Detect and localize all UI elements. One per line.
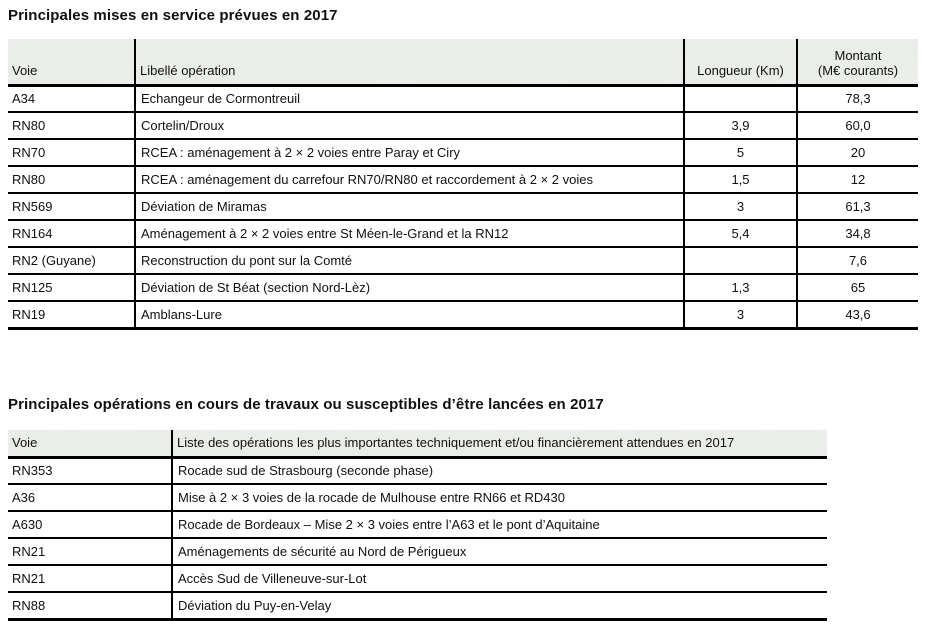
cell-libelle: Echangeur de Cormontreuil	[134, 85, 684, 112]
cell-voie: RN353	[12, 463, 53, 479]
cell-libelle: RCEA : aménagement à 2 × 2 voies entre P…	[134, 139, 684, 166]
cell-voie: RN21	[12, 544, 46, 559]
cell-longueur: 5,4	[683, 220, 797, 247]
cell-libelle: Rocade de Bordeaux – Mise 2 × 3 voies en…	[171, 511, 827, 538]
cell-voie: RN2 (Guyane)	[12, 253, 96, 268]
cell-voie: A36	[12, 490, 36, 505]
cell-montant: 78,3	[796, 85, 918, 112]
cell-libelle: Aménagements de sécurité au Nord de Péri…	[171, 538, 827, 565]
cell-libelle: Rocade sud de Strasbourg (seconde phase)	[171, 457, 827, 484]
table1-row: RN80 RCEA : aménagement du carrefour RN7…	[8, 166, 918, 193]
section1-title: Principales mises en service prévues en …	[8, 7, 338, 24]
montant-header-line2: (M€ courants)	[817, 62, 899, 78]
section2-title: Principales opérations en cours de trava…	[8, 396, 604, 413]
table1-row: A34 Echangeur de Cormontreuil 78,3	[8, 85, 918, 112]
table1-header-row: Voie Libellé opération Longueur (Km) Mon…	[8, 39, 918, 87]
mises-en-service-table: Voie Libellé opération Longueur (Km) Mon…	[8, 39, 918, 330]
table1-header-montant: Montant (M€ courants)	[796, 39, 918, 87]
cell-voie: RN164	[12, 226, 53, 241]
table1-row: RN70 RCEA : aménagement à 2 × 2 voies en…	[8, 139, 918, 166]
cell-libelle: Déviation de St Béat (section Nord-Lèz)	[134, 274, 684, 301]
table2-header-voie: Voie	[8, 430, 172, 459]
cell-montant: 7,6	[796, 247, 918, 274]
cell-voie: RN19	[12, 306, 46, 322]
cell-voie: RN70	[12, 145, 46, 160]
cell-longueur: 1,5	[683, 166, 797, 193]
table1-row: RN2 (Guyane) Reconstruction du pont sur …	[8, 247, 918, 274]
cell-longueur: 5	[683, 139, 797, 166]
table2-row: A630 Rocade de Bordeaux – Mise 2 × 3 voi…	[8, 511, 827, 538]
cell-libelle: Déviation du Puy-en-Velay	[171, 592, 827, 619]
table2-header-row: Voie Liste des opérations les plus impor…	[8, 430, 827, 459]
table2-row: RN21 Aménagements de sécurité au Nord de…	[8, 538, 827, 565]
table1-header-voie: Voie	[8, 39, 135, 87]
table1-row: RN164 Aménagement à 2 × 2 voies entre St…	[8, 220, 918, 247]
cell-longueur: 1,3	[683, 274, 797, 301]
cell-libelle: Déviation de Miramas	[134, 193, 684, 220]
cell-libelle: Cortelin/Droux	[134, 112, 684, 139]
cell-longueur: 3	[683, 301, 797, 328]
cell-libelle: Accès Sud de Villeneuve-sur-Lot	[171, 565, 827, 592]
cell-libelle: Reconstruction du pont sur la Comté	[134, 247, 684, 274]
cell-voie: RN125	[12, 280, 53, 295]
table2-row: RN21 Accès Sud de Villeneuve-sur-Lot	[8, 565, 827, 592]
cell-voie: A630	[12, 517, 43, 532]
cell-libelle: RCEA : aménagement du carrefour RN70/RN8…	[134, 166, 684, 193]
table1-row: RN125 Déviation de St Béat (section Nord…	[8, 274, 918, 301]
table1-row: RN19 Amblans-Lure 3 43,6	[8, 301, 918, 328]
table1-header-libelle: Libellé opération	[134, 39, 684, 87]
cell-montant: 34,8	[796, 220, 918, 247]
cell-longueur	[683, 85, 797, 112]
cell-voie: RN88	[12, 597, 46, 613]
cell-voie: RN569	[12, 199, 53, 214]
cell-libelle: Mise à 2 × 3 voies de la rocade de Mulho…	[171, 484, 827, 511]
operations-en-cours-table: Voie Liste des opérations les plus impor…	[8, 430, 827, 621]
table2-row: RN88 Déviation du Puy-en-Velay	[8, 592, 827, 619]
cell-voie: RN21	[12, 571, 46, 586]
table2-row: RN353 Rocade sud de Strasbourg (seconde …	[8, 457, 827, 484]
cell-montant: 43,6	[796, 301, 918, 328]
cell-libelle: Aménagement à 2 × 2 voies entre St Méen-…	[134, 220, 684, 247]
cell-longueur: 3,9	[683, 112, 797, 139]
table2-header-liste: Liste des opérations les plus importante…	[171, 430, 827, 459]
table1-row: RN569 Déviation de Miramas 3 61,3	[8, 193, 918, 220]
cell-voie: RN80	[12, 172, 46, 187]
cell-longueur	[683, 247, 797, 274]
table2-row: A36 Mise à 2 × 3 voies de la rocade de M…	[8, 484, 827, 511]
cell-montant: 61,3	[796, 193, 918, 220]
cell-longueur: 3	[683, 193, 797, 220]
montant-header-line1: Montant	[834, 47, 882, 63]
cell-montant: 65	[796, 274, 918, 301]
cell-voie: A34	[12, 91, 36, 107]
cell-libelle: Amblans-Lure	[134, 301, 684, 328]
cell-montant: 60,0	[796, 112, 918, 139]
table1-header-longueur: Longueur (Km)	[683, 39, 797, 87]
cell-montant: 12	[796, 166, 918, 193]
cell-montant: 20	[796, 139, 918, 166]
cell-voie: RN80	[12, 118, 46, 133]
table1-row: RN80 Cortelin/Droux 3,9 60,0	[8, 112, 918, 139]
